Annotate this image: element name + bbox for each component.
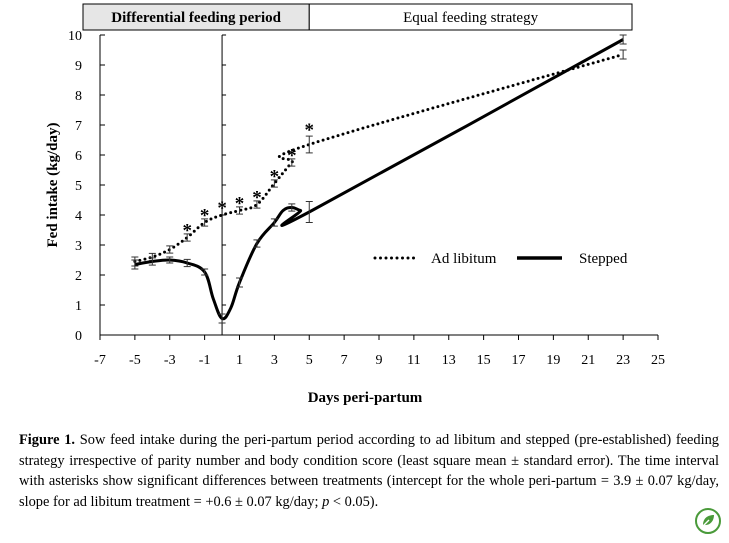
- leaf-badge-icon: [695, 508, 721, 534]
- x-tick-label: 15: [477, 353, 491, 368]
- y-tick-label: 2: [75, 269, 82, 284]
- y-tick-label: 3: [75, 239, 82, 254]
- series-group: [131, 34, 627, 324]
- x-tick-label: 9: [376, 353, 383, 368]
- period-box-0: [82, 3, 310, 31]
- significance-marker: *: [270, 167, 280, 188]
- x-tick-label: 1: [236, 353, 243, 368]
- x-tick-label: 13: [442, 353, 456, 368]
- significance-marker: *: [287, 146, 297, 167]
- y-tick-label: 6: [75, 149, 82, 164]
- y-tick-label: 8: [75, 89, 82, 104]
- significance-marker: *: [252, 188, 262, 209]
- x-tick-label: 19: [546, 353, 560, 368]
- period-box-1: [308, 3, 633, 31]
- x-tick-label: 25: [651, 353, 665, 368]
- x-tick-label: 17: [512, 353, 526, 368]
- significance-marker: *: [217, 198, 227, 219]
- chart: Differential feeding period Equal feeding…: [45, 3, 665, 406]
- y-tick-label: 9: [75, 59, 82, 74]
- significance-marker: *: [305, 120, 315, 141]
- y-tick-label: 7: [75, 119, 82, 134]
- y-tick-label: 1: [75, 299, 82, 314]
- period-header: Differential feeding period Equal feeding…: [82, 3, 633, 31]
- caption-p-symbol: p: [322, 493, 330, 510]
- x-tick-label: 7: [341, 353, 348, 368]
- series-line-stepped: [134, 38, 624, 321]
- y-tick-label: 10: [68, 29, 82, 44]
- x-tick-label: 11: [407, 353, 420, 368]
- x-tick-label: -1: [199, 353, 211, 368]
- significance-marker: *: [200, 206, 210, 227]
- caption-p-suffix: < 0.05).: [329, 493, 379, 510]
- y-tick-label: 4: [75, 209, 82, 224]
- period-label-1: Equal feeding strategy: [403, 10, 538, 26]
- caption-text: Sow feed intake during the peri-partum p…: [19, 432, 719, 510]
- x-axis-title: Days peri-partum: [308, 390, 423, 406]
- legend-label-ad-libitum: Ad libitum: [431, 251, 497, 267]
- significance-marker: *: [182, 221, 192, 242]
- x-tick-label: 23: [616, 353, 630, 368]
- period-label-0: Differential feeding period: [111, 10, 281, 26]
- x-tick-label: -7: [94, 353, 106, 368]
- legend-label-stepped: Stepped: [579, 251, 628, 267]
- figure-caption: Figure 1. Sow feed intake during the per…: [19, 430, 719, 512]
- y-axis-title: Fed intake (kg/day): [45, 122, 61, 247]
- y-tick-label: 5: [75, 179, 82, 194]
- x-tick-label: 5: [306, 353, 313, 368]
- x-tick-label: -3: [164, 353, 176, 368]
- x-tick-label: 21: [581, 353, 595, 368]
- y-tick-label: 0: [75, 329, 82, 344]
- x-tick-label: -5: [129, 353, 141, 368]
- legend: Ad libitum Stepped: [373, 251, 628, 267]
- series-line-ad-libitum: [133, 53, 625, 263]
- significance-markers: * * * * * * * *: [182, 120, 314, 242]
- x-tick-label: 3: [271, 353, 278, 368]
- caption-label: Figure 1.: [19, 432, 76, 448]
- axes: -7 -5 -3 -1 1 3 5 7 9 11 13 15 17 19 21 23 2501234567891…: [45, 29, 665, 406]
- significance-marker: *: [235, 194, 245, 215]
